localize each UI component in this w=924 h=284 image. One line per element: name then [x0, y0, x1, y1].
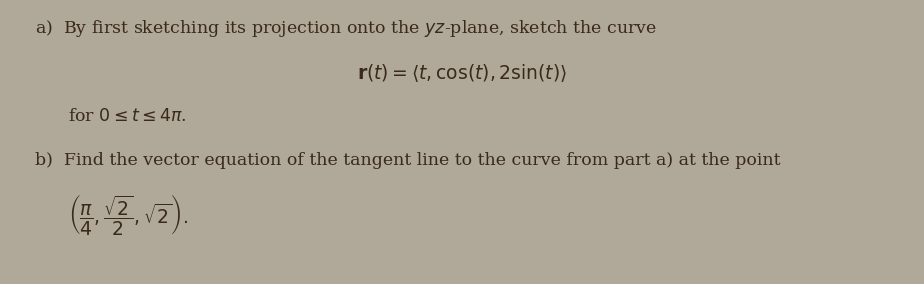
Text: a)  By first sketching its projection onto the $yz$-plane, sketch the curve: a) By first sketching its projection ont…	[35, 18, 657, 39]
Text: for $0 \leq t \leq 4\pi$.: for $0 \leq t \leq 4\pi$.	[68, 108, 187, 125]
Text: $\mathbf{r}(t) = \langle t,\cos(t), 2\sin(t)\rangle$: $\mathbf{r}(t) = \langle t,\cos(t), 2\si…	[357, 62, 567, 84]
Text: b)  Find the vector equation of the tangent line to the curve from part a) at th: b) Find the vector equation of the tange…	[35, 152, 781, 169]
Text: $\left(\dfrac{\pi}{4}, \dfrac{\sqrt{2}}{2}, \sqrt{2}\right).$: $\left(\dfrac{\pi}{4}, \dfrac{\sqrt{2}}{…	[68, 192, 188, 237]
